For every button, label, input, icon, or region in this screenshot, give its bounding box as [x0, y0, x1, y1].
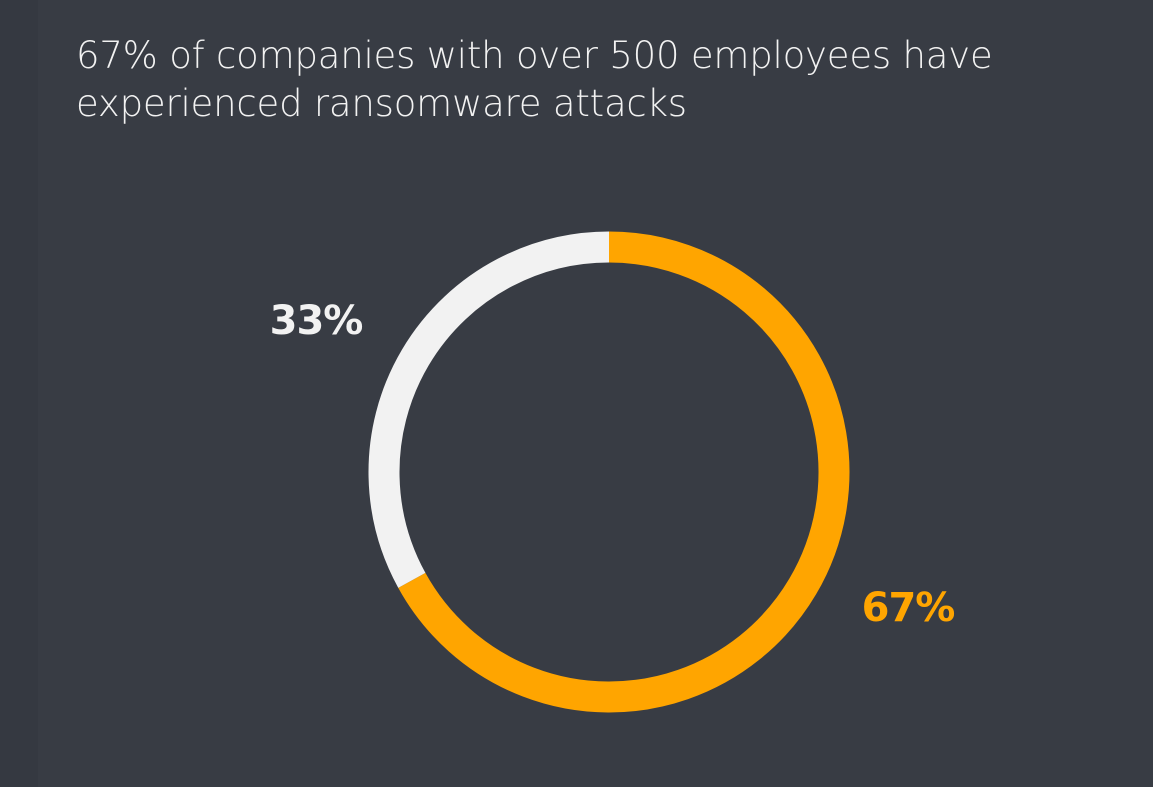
slice-label-67: 67%: [862, 585, 955, 631]
donut-slice-67: [398, 231, 850, 713]
chart-title: 67% of companies with over 500 employees…: [76, 32, 1076, 128]
left-edge-panel: [0, 0, 38, 787]
slice-label-33: 33%: [270, 298, 363, 344]
donut-slice-33: [368, 231, 610, 588]
chart-title-line-1: 67% of companies with over 500 employees…: [76, 34, 993, 77]
chart-title-line-2: experienced ransomware attacks: [76, 82, 687, 125]
